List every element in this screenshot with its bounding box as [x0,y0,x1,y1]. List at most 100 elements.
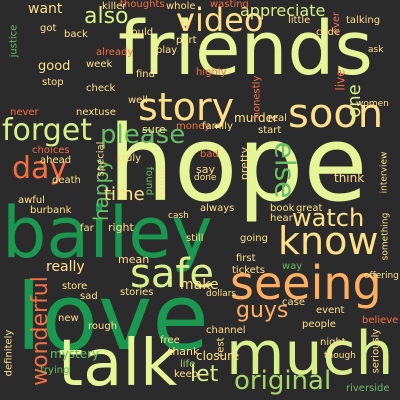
word-interview: interview [379,151,390,194]
word-think: think [334,171,365,185]
word-tickets: tickets [232,265,265,276]
word-sad: sad [80,291,98,302]
word-live: live [333,69,348,91]
word-friends: friends [118,6,373,92]
word-first: first [236,253,256,264]
word-ahead: ahead [40,155,72,166]
word-week: week [86,59,113,70]
word-make: make [180,277,219,293]
word-seeing: seeing [230,256,382,310]
word-burbank: burbank [30,205,72,216]
word-good: good [38,59,71,74]
word-right: right [108,221,134,234]
word-great: great [296,203,323,214]
word-bailey: bailey [2,192,213,274]
word-got: got [40,23,57,34]
word-dollars: dollars [206,289,237,299]
word-night: night [320,337,346,348]
word-event: event [316,305,345,316]
word-else: else [268,141,302,199]
word-bad: bad [200,149,219,160]
word-though: though [324,351,356,361]
word-please: please [100,120,186,150]
word-sure: sure [142,123,166,136]
word-cash: cash [168,211,189,221]
word-guys: guys [236,298,289,323]
word-closure: closure [196,349,240,363]
word-thoughts: thoughts [120,0,165,10]
word-say: say [196,163,215,176]
word-could: could [126,27,154,38]
word-seriously: seriously [370,328,382,374]
word-safe: safe [130,251,215,297]
word-much: much [226,319,394,389]
word-day: day [12,151,68,186]
word-story: story [138,85,235,129]
word-want: want [28,1,63,17]
word-original: original [234,366,332,396]
word-forget: forget [2,113,92,148]
word-part: part [176,35,197,46]
word-free: free [160,335,180,346]
word-thank: thank [168,345,200,358]
word-choices: choices [32,145,70,156]
word-found: found [143,166,155,196]
word-play: play [156,45,178,56]
word-let: let [190,362,219,387]
word-nextuse: nextuse [76,107,116,118]
word-wasting: wasting [210,0,249,10]
word-mystery: mystery [50,347,100,361]
word-crime: crime [156,166,168,196]
word-check: check [86,83,116,94]
word-love: love [16,264,209,371]
word-start: start [258,125,282,136]
word-killer: killer [102,1,127,12]
word-code: code [316,27,341,38]
word-well: well [128,95,148,106]
word-believe: believe [362,315,399,326]
word-awful: awful [18,195,45,206]
word-keep: keep [174,369,199,380]
word-appreciate: appreciate [240,1,326,20]
word-special: special [95,141,107,177]
word-also: also [84,4,129,29]
word-stop: stop [42,77,64,88]
word-pretty: pretty [238,146,252,181]
word-channel: channel [206,325,246,336]
word-ever: ever [331,11,343,35]
word-stories: stories [120,287,154,298]
word-never: never [10,107,39,118]
word-little: little [288,15,311,26]
word-definitely: definitely [3,329,15,377]
word-watch: watch [292,204,365,232]
word-offering: offering [364,271,399,281]
word-something: something [380,212,391,261]
word-already: already [96,47,134,58]
word-honestly: honestly [251,75,263,119]
word-done: done [194,173,217,183]
word-whole: whole [166,1,196,12]
word-money: money [176,121,211,132]
word-know: know [278,219,379,263]
word-mean: mean [118,253,150,266]
word-murder: murder [234,111,278,125]
word-back: back [64,29,88,40]
word-book: book [270,203,295,214]
word-justice: justice [8,24,20,58]
word-life: life [180,359,196,370]
word-way: way [282,261,303,272]
word-always: always [200,203,235,214]
word-find: find [136,69,155,80]
word-talk: talk [58,327,178,400]
word-death: death [52,175,81,186]
word-hope: hope [108,103,368,225]
word-family: family [202,121,233,132]
word-talking: talking [346,15,381,26]
word-ask: ask [368,45,384,55]
word-rough: rough [88,321,118,332]
word-case: case [282,297,305,308]
word-truly: truly [118,153,142,164]
word-women: women [356,99,389,109]
word-really: really [46,259,85,275]
